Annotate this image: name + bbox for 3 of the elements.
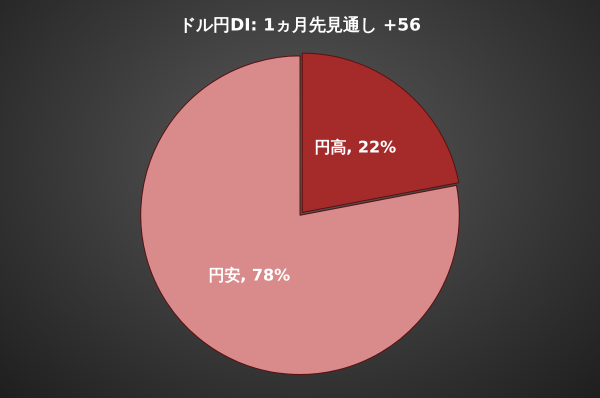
- slice-label: 円安, 78%: [208, 266, 290, 285]
- chart-title: ドル円DI: 1ヵ月先見通し +56: [179, 16, 421, 36]
- slice-label: 円高, 22%: [314, 138, 396, 157]
